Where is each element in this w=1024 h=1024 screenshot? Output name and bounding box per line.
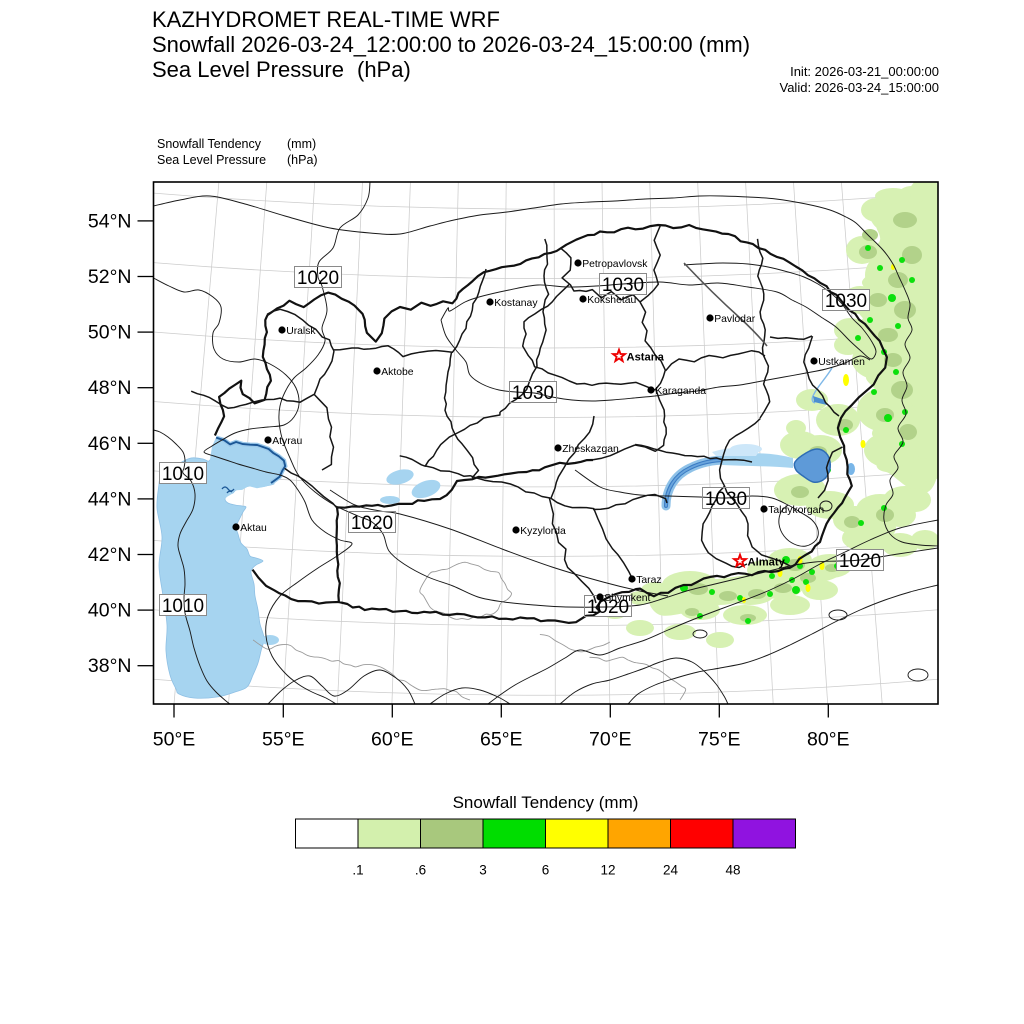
svg-text:Snowfall Tendency (mm): Snowfall Tendency (mm) <box>453 793 639 812</box>
svg-text:55°E: 55°E <box>262 729 305 751</box>
svg-text:3: 3 <box>479 863 487 878</box>
svg-text:Snowfall 2026-03-24_12:00:00 t: Snowfall 2026-03-24_12:00:00 to 2026-03-… <box>152 32 750 57</box>
svg-text:1030: 1030 <box>512 383 554 404</box>
svg-text:50°N: 50°N <box>88 322 132 344</box>
svg-text:48: 48 <box>725 863 740 878</box>
svg-text:50°E: 50°E <box>153 729 196 751</box>
svg-text:Kostanay: Kostanay <box>494 298 538 309</box>
svg-text:1010: 1010 <box>162 464 204 485</box>
svg-text:Atyrau: Atyrau <box>272 436 302 447</box>
svg-text:1020: 1020 <box>839 551 881 572</box>
svg-text:Sea Level Pressure: Sea Level Pressure <box>157 153 266 167</box>
svg-text:54°N: 54°N <box>88 210 132 232</box>
svg-text:Init: 2026-03-21_00:00:00: Init: 2026-03-21_00:00:00 <box>790 64 939 79</box>
svg-text:1020: 1020 <box>587 597 629 618</box>
svg-text:(hPa): (hPa) <box>357 57 411 82</box>
svg-text:(mm): (mm) <box>287 137 316 151</box>
svg-text:.1: .1 <box>352 863 363 878</box>
svg-text:24: 24 <box>663 863 679 878</box>
svg-text:Shymkent: Shymkent <box>604 593 650 604</box>
svg-text:Taldykorgan: Taldykorgan <box>768 505 824 516</box>
svg-text:1030: 1030 <box>602 275 644 296</box>
svg-text:Zheskazgan: Zheskazgan <box>562 444 619 455</box>
svg-text:Pavlodar: Pavlodar <box>714 314 756 325</box>
svg-text:60°E: 60°E <box>371 729 414 751</box>
svg-text:Karaganda: Karaganda <box>655 386 706 397</box>
svg-text:44°N: 44°N <box>88 488 132 510</box>
svg-text:70°E: 70°E <box>589 729 632 751</box>
svg-text:.6: .6 <box>415 863 426 878</box>
svg-text:80°E: 80°E <box>807 729 850 751</box>
svg-text:12: 12 <box>600 863 615 878</box>
svg-text:46°N: 46°N <box>88 433 132 455</box>
svg-text:Astana: Astana <box>627 352 665 364</box>
svg-text:Snowfall Tendency: Snowfall Tendency <box>157 137 262 151</box>
svg-text:Petropavlovsk: Petropavlovsk <box>582 259 648 270</box>
svg-text:Valid: 2026-03-24_15:00:00: Valid: 2026-03-24_15:00:00 <box>780 80 940 95</box>
svg-text:42°N: 42°N <box>88 544 132 566</box>
svg-text:KAZHYDROMET REAL-TIME WRF: KAZHYDROMET REAL-TIME WRF <box>152 7 500 32</box>
svg-text:Taraz: Taraz <box>636 575 661 586</box>
svg-text:Aktobe: Aktobe <box>381 367 414 378</box>
svg-text:Uralsk: Uralsk <box>286 326 316 337</box>
svg-text:Sea Level Pressure: Sea Level Pressure <box>152 57 344 82</box>
svg-text:1030: 1030 <box>705 489 747 510</box>
svg-text:(hPa): (hPa) <box>287 153 318 167</box>
svg-text:1030: 1030 <box>825 291 867 312</box>
svg-text:Almaty: Almaty <box>748 557 786 569</box>
svg-text:38°N: 38°N <box>88 655 132 677</box>
svg-text:52°N: 52°N <box>88 266 132 288</box>
svg-text:Aktau: Aktau <box>240 523 267 534</box>
svg-text:48°N: 48°N <box>88 377 132 399</box>
svg-text:40°N: 40°N <box>88 600 132 622</box>
svg-text:Ustkamen: Ustkamen <box>818 357 865 368</box>
svg-text:Kyzylorda: Kyzylorda <box>520 526 566 537</box>
svg-text:65°E: 65°E <box>480 729 523 751</box>
svg-text:1020: 1020 <box>297 268 339 289</box>
svg-text:6: 6 <box>542 863 550 878</box>
svg-text:75°E: 75°E <box>698 729 741 751</box>
svg-text:1020: 1020 <box>351 513 393 534</box>
svg-text:1010: 1010 <box>162 596 204 617</box>
svg-text:Kokshetau: Kokshetau <box>587 295 636 306</box>
